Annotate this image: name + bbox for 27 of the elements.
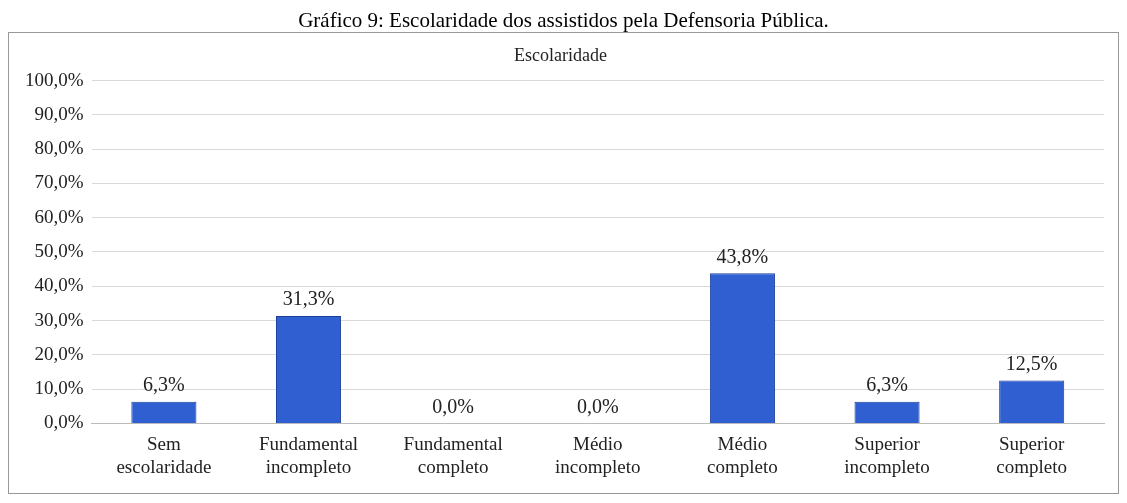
x-tick-label: Médio incompleto	[555, 432, 641, 477]
data-label: 31,3%	[282, 287, 335, 310]
y-tick-label: 90,0%	[34, 102, 84, 124]
y-tick-label: 40,0%	[34, 274, 84, 296]
data-label: 6,3%	[143, 373, 185, 396]
x-tick-label: Fundamental incompleto	[258, 432, 359, 477]
data-label: 0,0%	[576, 394, 619, 417]
y-tick-label: 70,0%	[34, 171, 84, 193]
x-tick-label: Sem escolaridade	[116, 432, 212, 477]
chart-title: Escolaridade	[514, 44, 607, 65]
y-tick-label: 20,0%	[34, 342, 84, 364]
x-tick-label: Médio completo	[707, 432, 778, 477]
x-tick-label: Superior completo	[996, 432, 1068, 477]
x-tick-label: Fundamental completo	[403, 432, 503, 477]
y-tick-label: 80,0%	[34, 137, 84, 159]
y-tick-label: 60,0%	[34, 205, 84, 227]
y-tick-label: 50,0%	[34, 239, 84, 261]
y-tick-label: 10,0%	[34, 377, 84, 399]
chart-subtitle: Gráfico 9: Escolaridade dos assistidos pela Defensoria Pública.	[297, 8, 830, 32]
data-label: 12,5%	[1005, 351, 1058, 374]
y-tick-label: 0,0%	[44, 411, 84, 433]
data-label: 6,3%	[866, 373, 908, 396]
y-tick-label: 100,0%	[25, 68, 84, 90]
y-tick-label: 30,0%	[34, 308, 84, 330]
x-tick-label: Superior incompleto	[844, 432, 930, 477]
data-label: 43,8%	[716, 244, 769, 267]
data-label: 0,0%	[432, 394, 474, 417]
